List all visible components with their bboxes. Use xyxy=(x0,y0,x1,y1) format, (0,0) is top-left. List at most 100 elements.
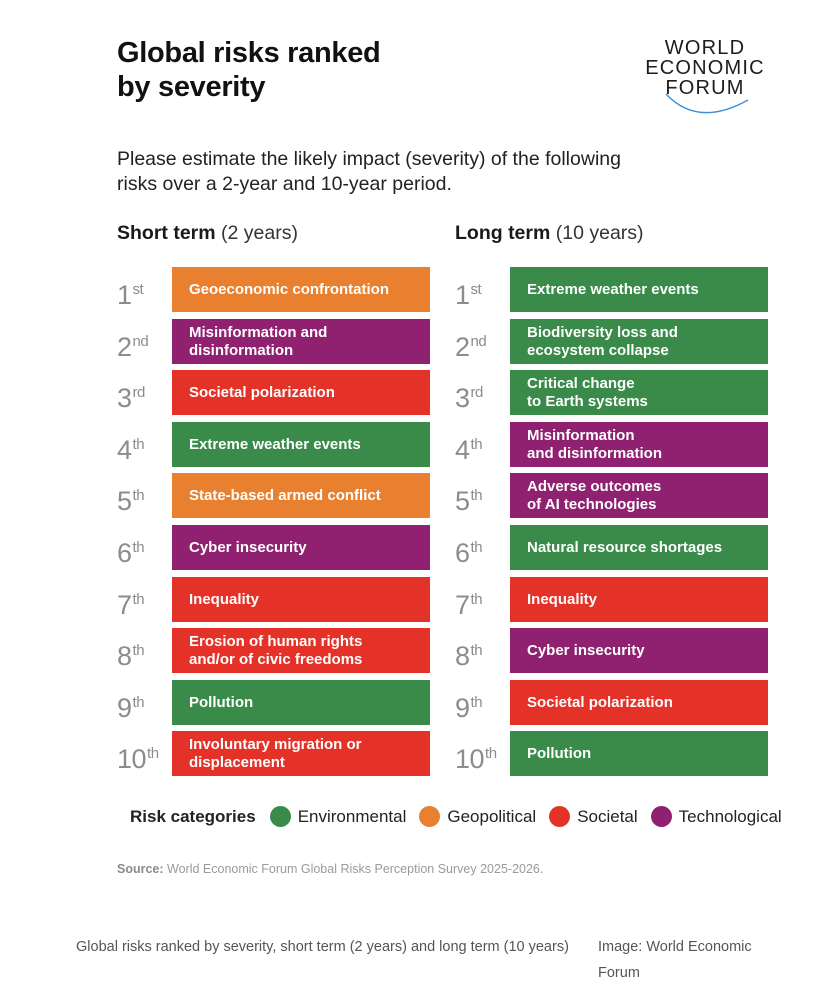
short-rank-7: 7th xyxy=(117,585,177,620)
short-rank-8: 8th xyxy=(117,636,177,671)
rank-number: 6 xyxy=(455,538,470,568)
rank-number: 4 xyxy=(455,435,470,465)
short-risk-bar-8: Erosion of human rights and/or of civic … xyxy=(172,628,430,673)
short-risk-bar-5: State-based armed conflict xyxy=(172,473,430,518)
rank-suffix: nd xyxy=(470,333,487,350)
risk-label: Inequality xyxy=(527,590,598,608)
legend-item-environmental: Environmental xyxy=(269,806,407,827)
rank-suffix: th xyxy=(147,745,159,762)
source-text: World Economic Forum Global Risks Percep… xyxy=(163,862,544,876)
short-rank-1: 1st xyxy=(117,275,177,310)
chart-title-line1: Global risks ranked xyxy=(117,37,381,69)
logo-line2: ECONOMIC xyxy=(645,57,765,79)
short-risk-bar-6: Cyber insecurity xyxy=(172,525,430,570)
rank-suffix: th xyxy=(470,539,483,556)
risk-label: State-based armed conflict xyxy=(189,486,381,504)
rank-number: 8 xyxy=(117,641,132,671)
legend-label-environmental: Environmental xyxy=(297,806,407,826)
logo-arc-icon xyxy=(665,93,749,114)
risk-label: Involuntary migration or displacement xyxy=(189,735,362,771)
rank-number: 3 xyxy=(455,383,470,413)
technological-dot-icon xyxy=(650,806,672,827)
risk-label: Societal polarization xyxy=(189,383,335,401)
rank-number: 1 xyxy=(455,280,470,310)
long-risk-bar-10: Pollution xyxy=(510,731,768,776)
rank-suffix: th xyxy=(132,539,145,556)
legend-title: Risk categories xyxy=(130,806,256,826)
short-rank-6: 6th xyxy=(117,533,177,568)
logo-line1: WORLD xyxy=(664,37,746,59)
short-risk-bar-7: Inequality xyxy=(172,577,430,622)
long-risk-bar-6: Natural resource shortages xyxy=(510,525,768,570)
long-risk-bar-4: Misinformation and disinformation xyxy=(510,422,768,467)
environmental-dot-icon xyxy=(269,806,291,827)
risk-label: Geoeconomic confrontation xyxy=(189,280,390,298)
risk-label: Cyber insecurity xyxy=(527,641,645,659)
long-rank-3: 3rd xyxy=(455,378,515,413)
subtitle-line1: Please estimate the likely impact (sever… xyxy=(117,148,621,170)
risk-label: Pollution xyxy=(189,693,254,711)
short-rank-4: 4th xyxy=(117,430,177,465)
short-rank-2: 2nd xyxy=(117,327,177,362)
image-caption: Global risks ranked by severity, short t… xyxy=(76,939,569,955)
risk-label: Natural resource shortages xyxy=(527,538,723,556)
long-term-heading-rest: (10 years) xyxy=(550,222,644,244)
risk-label: Biodiversity loss and ecosystem collapse xyxy=(527,323,678,359)
rank-number: 10 xyxy=(117,744,147,774)
legend: Risk categories Environmental Geopolitic… xyxy=(130,806,795,827)
short-risk-bar-9: Pollution xyxy=(172,680,430,725)
long-risk-bar-7: Inequality xyxy=(510,577,768,622)
long-risk-bar-8: Cyber insecurity xyxy=(510,628,768,673)
long-risk-bar-2: Biodiversity loss and ecosystem collapse xyxy=(510,319,768,364)
rank-number: 7 xyxy=(455,590,470,620)
wef-logo: WORLD ECONOMIC FORUM xyxy=(636,38,774,118)
risk-label: Inequality xyxy=(189,590,260,608)
risk-label: Extreme weather events xyxy=(189,435,361,453)
long-rank-1: 1st xyxy=(455,275,515,310)
rank-number: 2 xyxy=(117,332,132,362)
rank-number: 10 xyxy=(455,744,485,774)
legend-item-technological: Technological xyxy=(650,806,782,827)
long-risk-bar-9: Societal polarization xyxy=(510,680,768,725)
short-risk-bar-2: Misinformation and disinformation xyxy=(172,319,430,364)
long-rank-5: 5th xyxy=(455,481,515,516)
rank-number: 5 xyxy=(455,486,470,516)
rank-number: 9 xyxy=(455,693,470,723)
short-term-heading: Short term (2 years) xyxy=(117,222,298,245)
rank-number: 6 xyxy=(117,538,132,568)
long-risk-bar-1: Extreme weather events xyxy=(510,267,768,312)
long-risk-bar-3: Critical change to Earth systems xyxy=(510,370,768,415)
long-rank-2: 2nd xyxy=(455,327,515,362)
short-term-heading-rest: (2 years) xyxy=(215,222,298,244)
risk-label: Misinformation and disinformation xyxy=(527,426,662,462)
risk-label: Erosion of human rights and/or of civic … xyxy=(189,632,363,668)
short-risk-bar-4: Extreme weather events xyxy=(172,422,430,467)
rank-number: 5 xyxy=(117,486,132,516)
short-risk-bar-10: Involuntary migration or displacement xyxy=(172,731,430,776)
rank-suffix: st xyxy=(132,281,144,298)
rank-suffix: rd xyxy=(470,384,484,401)
rank-suffix: th xyxy=(132,642,145,659)
legend-label-technological: Technological xyxy=(678,806,782,826)
risk-label: Adverse outcomes of AI technologies xyxy=(527,477,662,513)
long-term-heading: Long term (10 years) xyxy=(455,222,644,245)
rank-number: 9 xyxy=(117,693,132,723)
rank-suffix: th xyxy=(132,487,145,504)
risk-label: Misinformation and disinformation xyxy=(189,323,328,359)
rank-suffix: st xyxy=(470,281,482,298)
long-rank-9: 9th xyxy=(455,688,515,723)
rank-suffix: th xyxy=(470,487,483,504)
short-rank-10: 10th xyxy=(117,739,177,774)
short-rank-5: 5th xyxy=(117,481,177,516)
rank-suffix: th xyxy=(470,694,483,711)
rank-suffix: th xyxy=(470,591,483,608)
source-label: Source: xyxy=(117,862,164,876)
long-rank-7: 7th xyxy=(455,585,515,620)
risk-label: Extreme weather events xyxy=(527,280,699,298)
rank-number: 7 xyxy=(117,590,132,620)
logo-line3: FORUM xyxy=(665,77,745,99)
source-note: Source: World Economic Forum Global Risk… xyxy=(117,862,543,876)
risk-label: Pollution xyxy=(527,744,592,762)
short-risk-bar-1: Geoeconomic confrontation xyxy=(172,267,430,312)
long-term-heading-bold: Long term xyxy=(455,222,551,244)
